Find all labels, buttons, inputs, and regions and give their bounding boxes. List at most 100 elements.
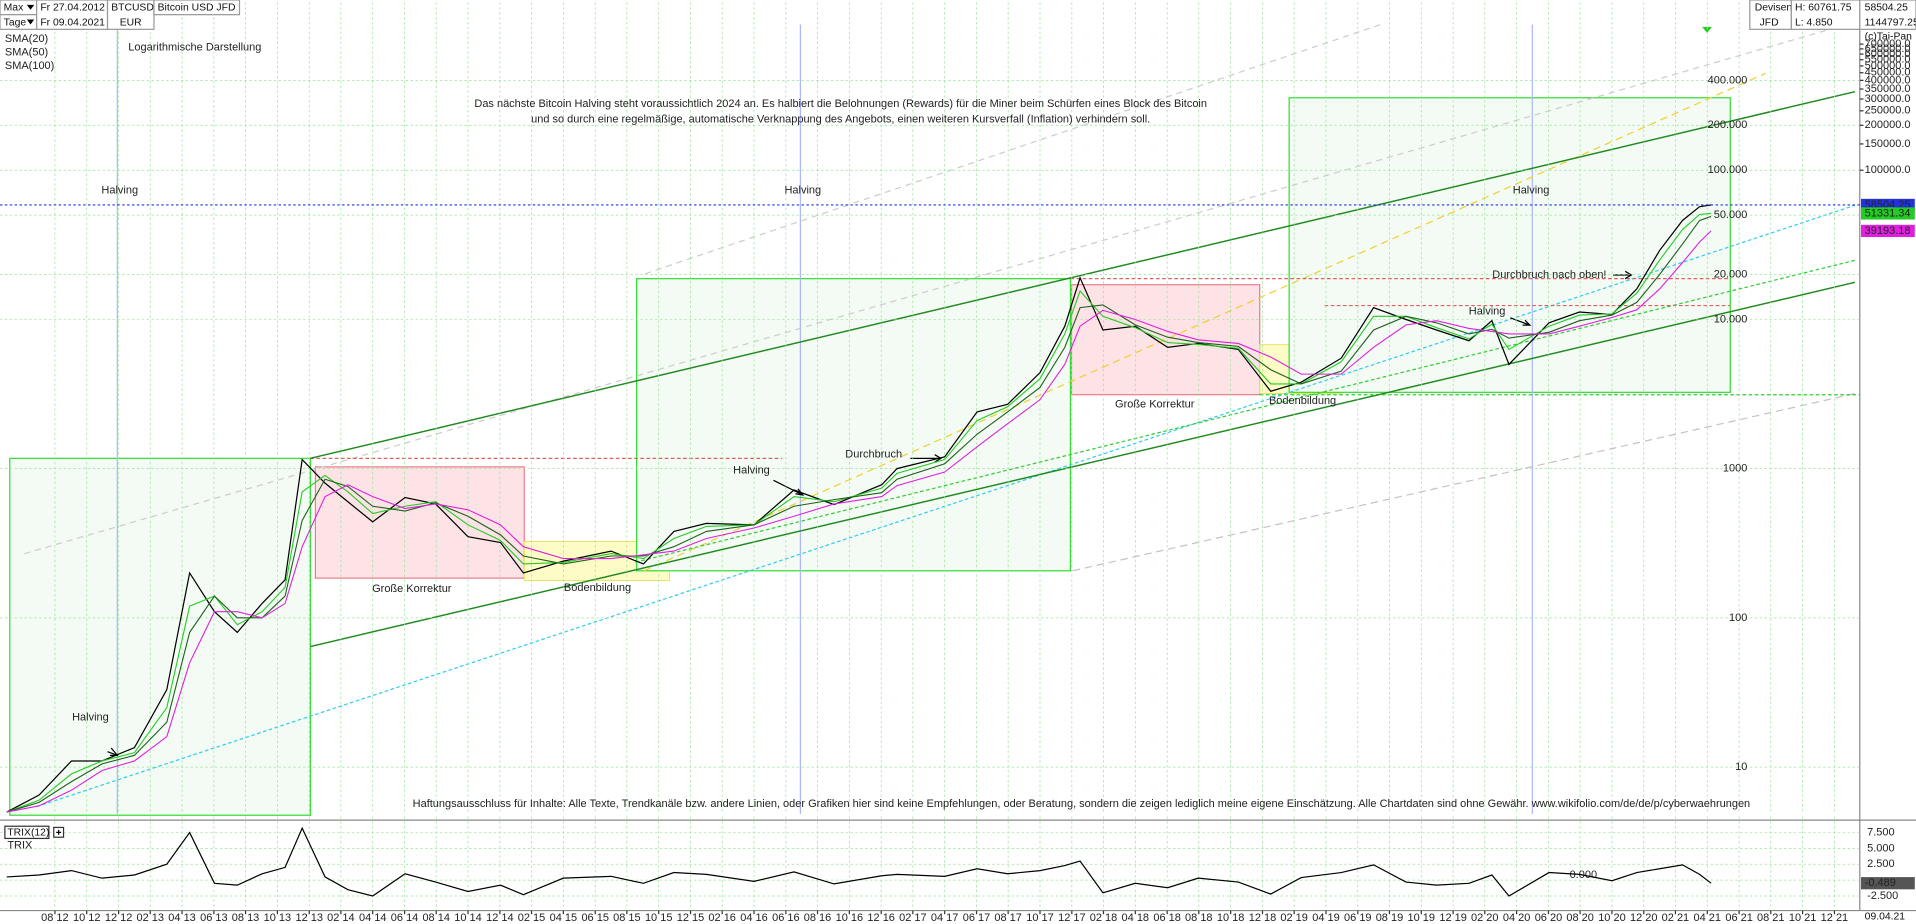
right-tick-label: 500000.0 [1865, 60, 1911, 72]
y-tick-label: 100 [1729, 612, 1747, 624]
x-tick-label: 12 18 [1249, 912, 1276, 924]
x-tick-label: 06 21 [1725, 912, 1752, 924]
channel-line [310, 281, 1856, 648]
currency: EUR [120, 17, 142, 28]
x-tick-label: 02 17 [899, 912, 926, 924]
last-price: 58504.25 [1865, 3, 1908, 14]
add-icon [56, 829, 62, 835]
series-line [6, 230, 1712, 813]
y-tick-label: -2.500 [1867, 890, 1898, 902]
x-tick-label: 04 15 [550, 912, 577, 924]
x-tick-label: 04 21 [1694, 912, 1721, 924]
x-tick-label: 10 12 [73, 912, 100, 924]
x-tick-label: 02 15 [518, 912, 545, 924]
x-tick-label: 04 18 [1122, 912, 1149, 924]
right-tick-label: 150000.0 [1865, 138, 1911, 150]
legend-label: SMA(100) [5, 60, 54, 72]
x-tick-label: 02 18 [1090, 912, 1117, 924]
axis-max: 1144797.25 [1865, 17, 1916, 28]
symbol: BTCUSD [111, 3, 154, 14]
x-tick-label: 12 16 [867, 912, 894, 924]
right-tick-label: 200000.0 [1865, 119, 1911, 131]
x-tick-label: 02 14 [327, 912, 354, 924]
market: Devisen [1755, 3, 1793, 14]
annotation: Halving [101, 185, 138, 197]
annotation: und so durch eine regelmäßige, automatis… [531, 114, 1150, 126]
x-tick-label: 12 21 [1821, 912, 1848, 924]
value-tag [1861, 224, 1915, 238]
indicator-title: TRIX(12) [7, 828, 49, 839]
x-tick-label: 04 16 [740, 912, 767, 924]
x-tick-label: 02 16 [708, 912, 735, 924]
copyright: (c)Tai-Pan [1865, 31, 1912, 42]
x-tick-label: 08 14 [422, 912, 449, 924]
y-tick-label: 5.000 [1867, 842, 1894, 854]
x-tick-label: 04 13 [168, 912, 195, 924]
right-tick-label: 550000.0 [1865, 54, 1911, 66]
info-box [1790, 0, 1861, 30]
interval: Tage [4, 17, 27, 28]
value-tag-label: 51331.34 [1865, 207, 1911, 219]
broker: JFD [1760, 17, 1779, 28]
x-tick-label: 08 16 [804, 912, 831, 924]
box [314, 466, 525, 579]
annotation: Halving [733, 464, 770, 476]
x-tick-label: 12 13 [295, 912, 322, 924]
right-tick-label: 650000.0 [1865, 43, 1911, 55]
y-tick-label: 10 [1735, 761, 1747, 773]
annotation: Bodenbildung [1269, 395, 1336, 407]
x-tick-label: 06 16 [772, 912, 799, 924]
x-tick-label: 06 13 [200, 912, 227, 924]
box [9, 457, 311, 816]
x-tick-label: 10 15 [645, 912, 672, 924]
channel-line [310, 90, 1856, 460]
y-tick-label: 100.000 [1708, 164, 1748, 176]
series-line [6, 215, 1712, 813]
box [1071, 284, 1261, 396]
value-tag [1861, 207, 1915, 220]
x-tick-label: 06 14 [391, 912, 418, 924]
series-line [6, 204, 1712, 813]
low: L: 4.850 [1795, 17, 1833, 28]
x-tick-label: 10 16 [836, 912, 863, 924]
x-tick-label: 08 19 [1376, 912, 1403, 924]
annotation: Logarithmische Darstellung [128, 42, 261, 54]
x-tick-label: 08 18 [1185, 912, 1212, 924]
annotation: Halving [784, 185, 821, 197]
y-tick-label: 10.000 [1714, 313, 1748, 325]
x-tick-label: 08 17 [994, 912, 1021, 924]
high: H: 60761.75 [1795, 3, 1852, 14]
right-tick-label: 700000.0 [1865, 38, 1911, 50]
right-tick-label: 250000.0 [1865, 105, 1911, 117]
x-tick-label: 12 20 [1630, 912, 1657, 924]
date-from: Fr 27.04.2012 [40, 3, 105, 14]
annotation: Halving [1469, 306, 1506, 318]
annotation: Das nächste Bitcoin Halving steht voraus… [474, 98, 1207, 110]
y-tick-label: 7.500 [1867, 826, 1894, 838]
annotation: Große Korrektur [1115, 398, 1195, 410]
y-tick-label: 2.500 [1867, 858, 1894, 870]
arrow [1510, 317, 1532, 326]
x-tick-label: 04 20 [1503, 912, 1530, 924]
x-tick-label: 10 20 [1598, 912, 1625, 924]
x-tick-label: 02 20 [1471, 912, 1498, 924]
annotation: Haftungsausschluss für Inhalte: Alle Tex… [413, 798, 1751, 810]
arrow [1612, 270, 1633, 280]
dropdown-icon [26, 19, 35, 25]
annotation: Halving [1513, 185, 1550, 197]
marker [1702, 26, 1712, 33]
annotation: Durchbruch [845, 449, 902, 461]
date-to: Fr 09.04.2021 [40, 17, 105, 28]
x-tick-label: 10 19 [1408, 912, 1435, 924]
right-tick-label: 400000.0 [1865, 74, 1911, 86]
x-tick-label: 04 14 [359, 912, 386, 924]
x-tick-label: 04 19 [1312, 912, 1339, 924]
current-date: 09.04.21 [1865, 911, 1906, 922]
value-tag-label: -0.489 [1865, 877, 1896, 889]
x-tick-label: 06 19 [1344, 912, 1371, 924]
right-tick-label: 350000.0 [1865, 83, 1911, 95]
annotation: Bodenbildung [564, 582, 631, 594]
x-tick-label: 12 12 [105, 912, 132, 924]
